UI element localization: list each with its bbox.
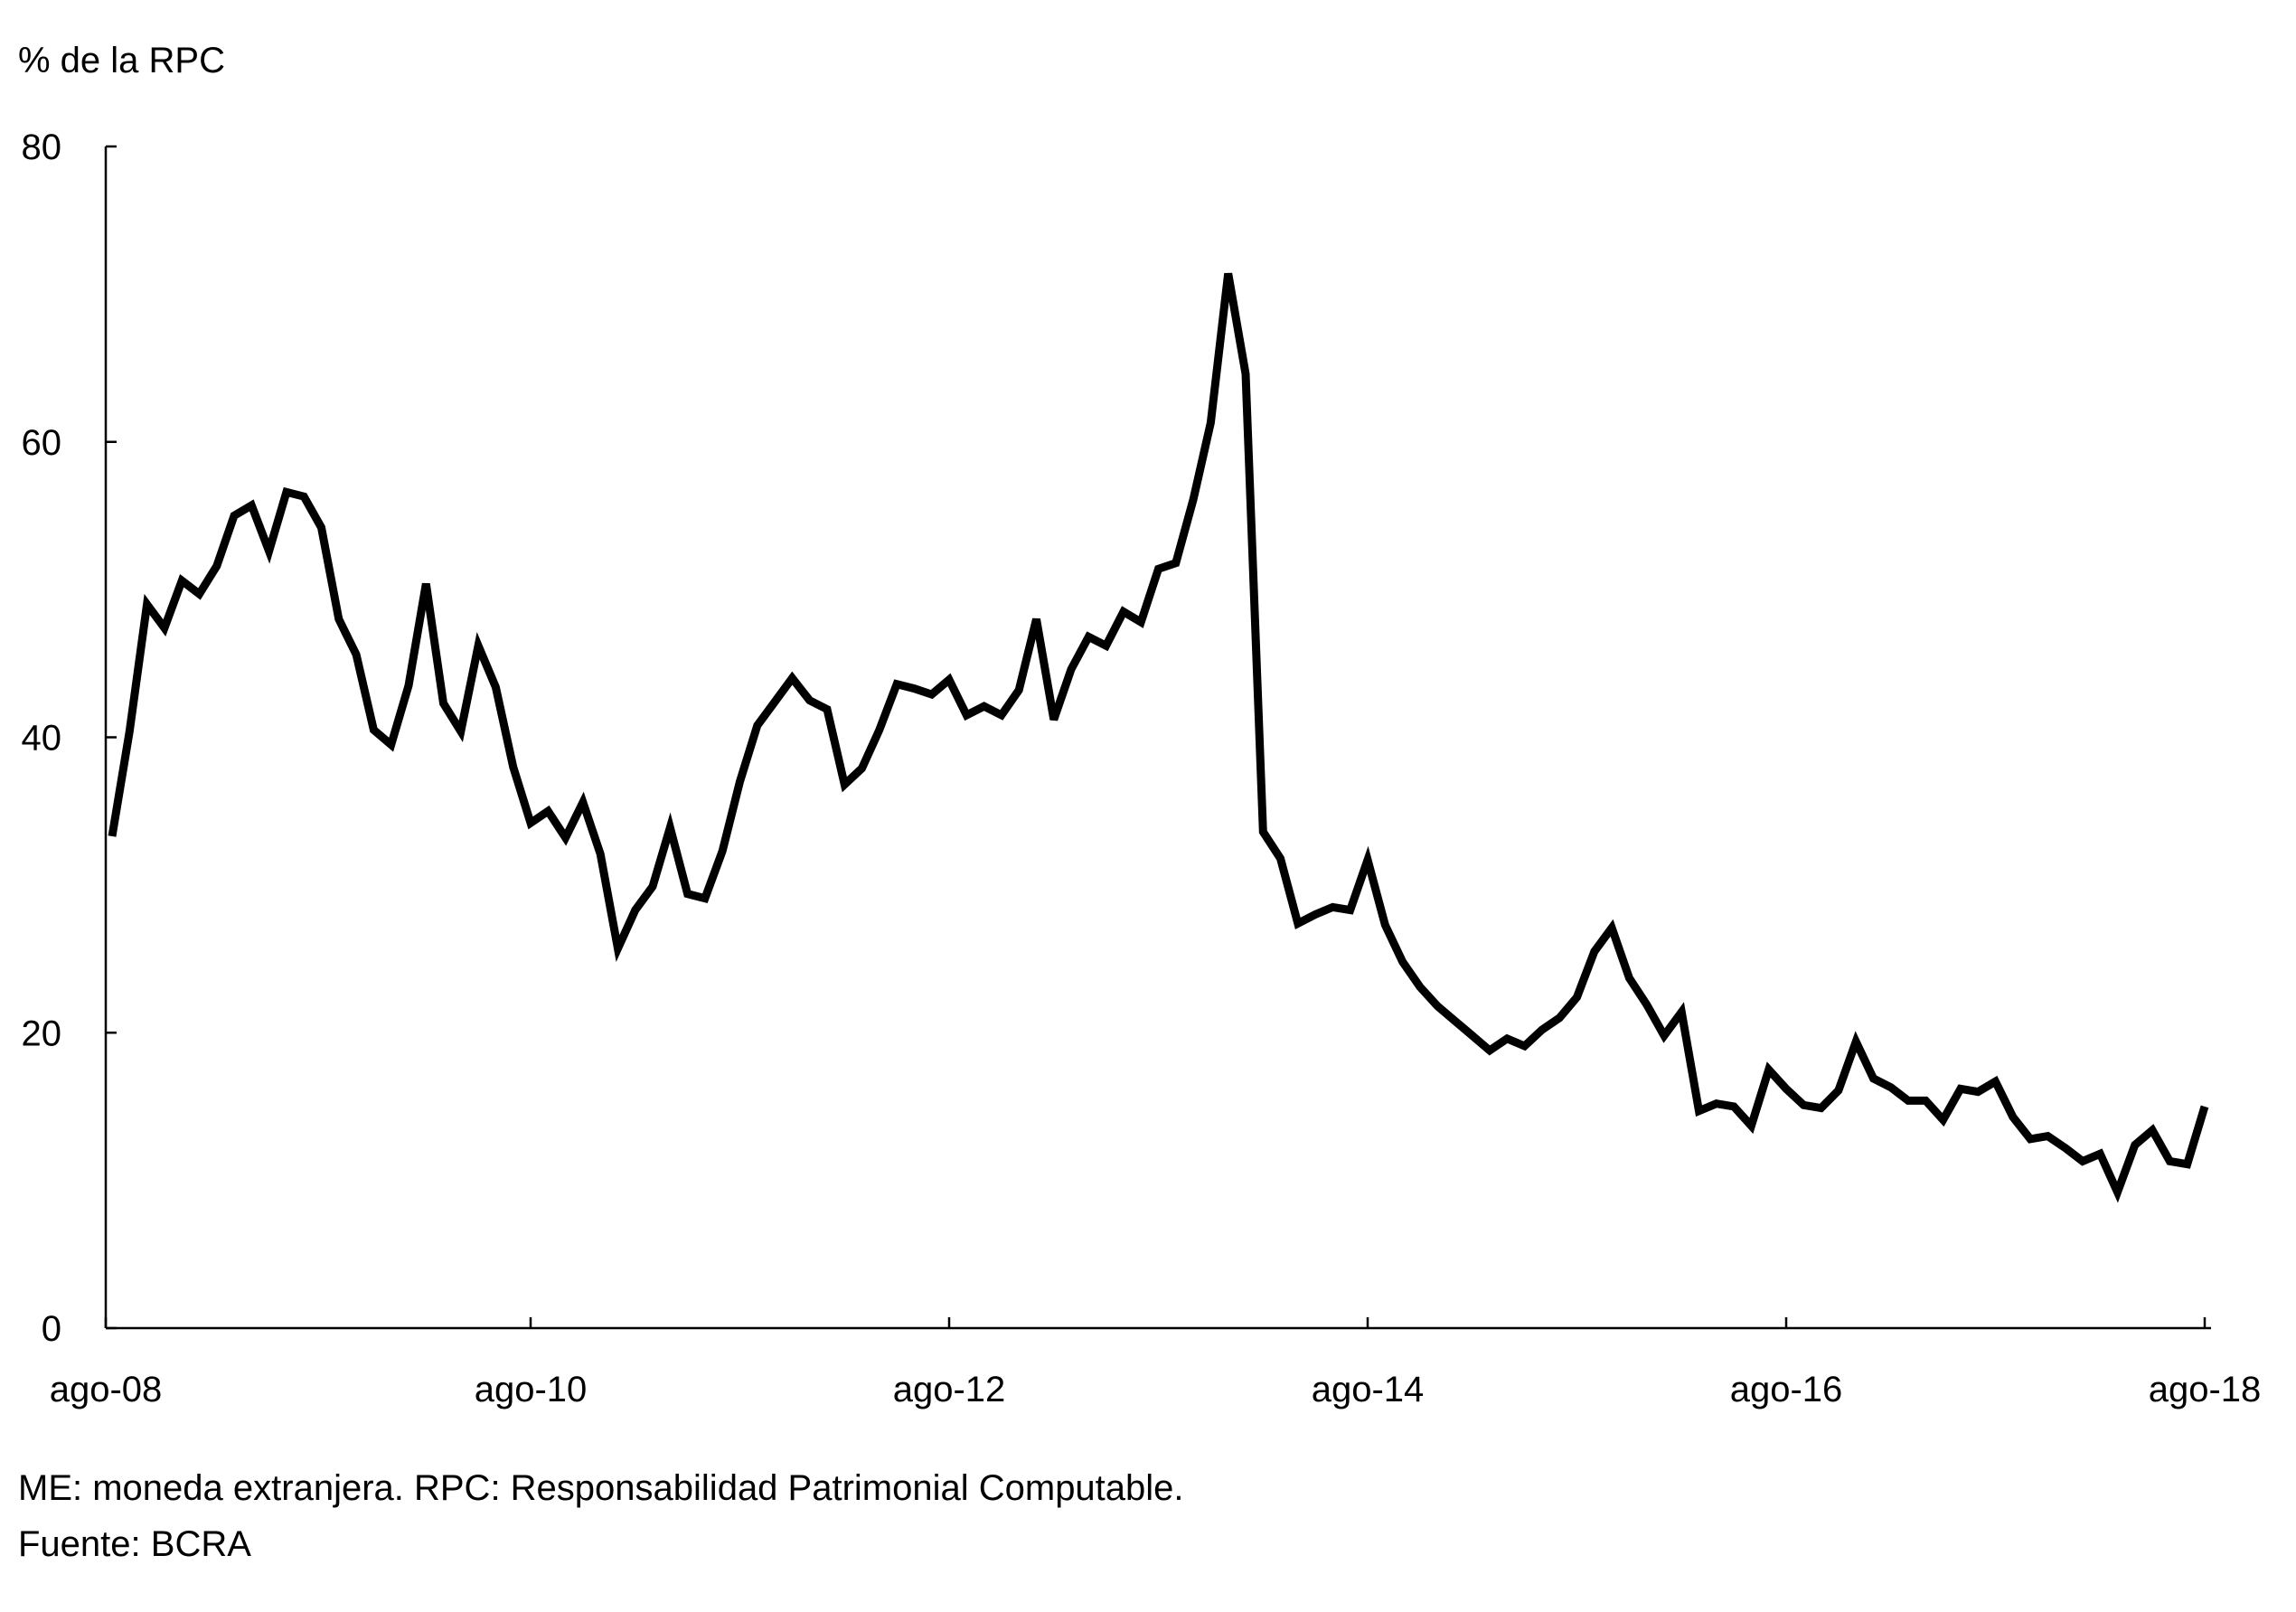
y-tick-label: 40: [22, 719, 62, 759]
y-tick-label: 60: [22, 423, 62, 463]
footnote-source: Fuente: BCRA: [18, 1524, 251, 1564]
x-tick-label: ago-12: [893, 1370, 1006, 1409]
y-axis-ticks: 0 20 40 60 80: [22, 127, 117, 1349]
y-tick-label: 80: [22, 127, 62, 167]
y-tick-label: 20: [22, 1013, 62, 1053]
y-axis-label: % de la RPC: [18, 41, 225, 80]
footnote-definitions: ME: moneda extranjera. RPC: Responsabili…: [18, 1468, 1184, 1508]
x-tick-label: ago-18: [2149, 1370, 2262, 1409]
series-line: [108, 272, 2209, 1203]
x-tick-label: ago-10: [475, 1370, 588, 1409]
x-tick-label: ago-14: [1312, 1370, 1425, 1409]
y-tick-label: 0: [42, 1309, 61, 1349]
x-tick-label: ago-08: [50, 1370, 163, 1409]
x-tick-label: ago-16: [1730, 1370, 1843, 1409]
x-axis-ticks: ago-08 ago-10 ago-12 ago-14 ago-16 ago-18: [50, 1317, 2262, 1409]
